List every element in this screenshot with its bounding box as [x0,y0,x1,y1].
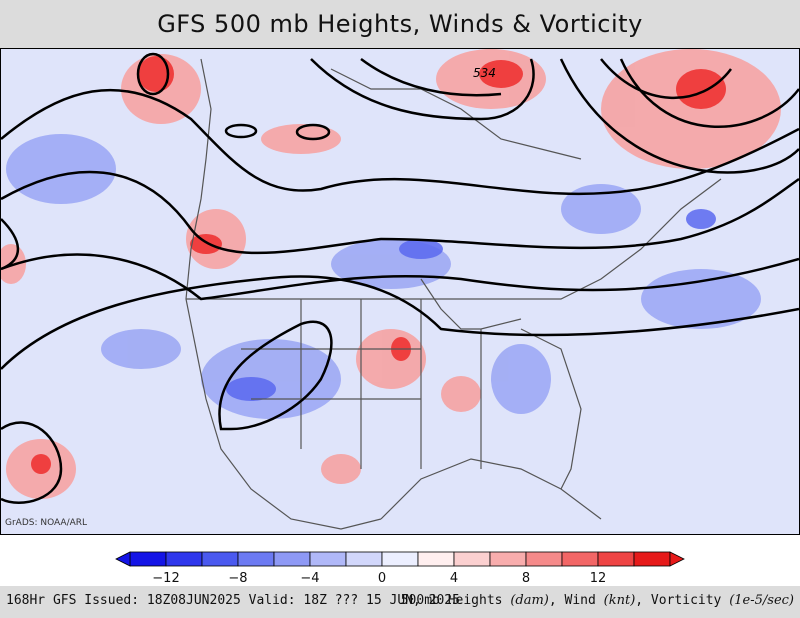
colorbar-swatch [489,551,527,567]
colorbar-swatch [129,551,167,567]
colorbar-min-cap [115,551,131,567]
legend-heights: 500mb Heights [400,593,511,608]
colorbar-tick-label: 4 [450,571,458,586]
legend-vorticity: , Vorticity [635,593,730,608]
colorbar-swatch [345,551,383,567]
page-title: GFS 500 mb Heights, Winds & Vorticity [157,10,643,38]
legend-unit-dam: (dam) [510,593,549,608]
run-info: 168Hr GFS Issued: 18Z08JUN2025 Valid: 18… [6,593,460,608]
legend-wind: , Wind [548,593,604,608]
colorbar-max-cap [669,551,685,567]
colorbar-swatch [453,551,491,567]
map-panel: 534 GrADS: NOAA/ARL [0,48,800,535]
colorbar-tick-label: −12 [152,571,179,586]
vorticity-map: 534 [1,49,799,534]
legend-unit-vort: (1e-5/sec) [729,593,794,608]
colorbar-swatch [525,551,563,567]
colorbar-swatch [309,551,347,567]
colorbar-swatch [417,551,455,567]
legend-unit-knt: (knt) [603,593,636,608]
political-boundaries [185,58,722,530]
colorbar-swatch [561,551,599,567]
colorbar-tick-label: 0 [378,571,386,586]
colorbar-swatch [201,551,239,567]
colorbar-tick-label: −4 [300,571,319,586]
colorbar-swatch [633,551,671,567]
colorbar-swatch [237,551,275,567]
contour-label: 534 [473,66,496,80]
field-legend: 500mb Heights (dam), Wind (knt), Vortici… [401,593,794,608]
footer-bar: 168Hr GFS Issued: 18Z08JUN2025 Valid: 18… [0,586,800,618]
colorbar-swatch [597,551,635,567]
colorbar-tick-label: 8 [522,571,530,586]
height-contours [1,52,799,504]
colorbar-graphic: −12 −8 −4 0 4 8 12 [115,551,685,586]
colorbar: −12 −8 −4 0 4 8 12 [0,540,800,586]
title-bar: GFS 500 mb Heights, Winds & Vorticity [0,0,800,48]
colorbar-tick-label: −8 [228,571,247,586]
colorbar-swatch [273,551,311,567]
colorbar-swatch [381,551,419,567]
colorbar-tick-label: 12 [590,571,607,586]
colorbar-swatch [165,551,203,567]
credit-label: GrADS: NOAA/ARL [5,518,88,528]
